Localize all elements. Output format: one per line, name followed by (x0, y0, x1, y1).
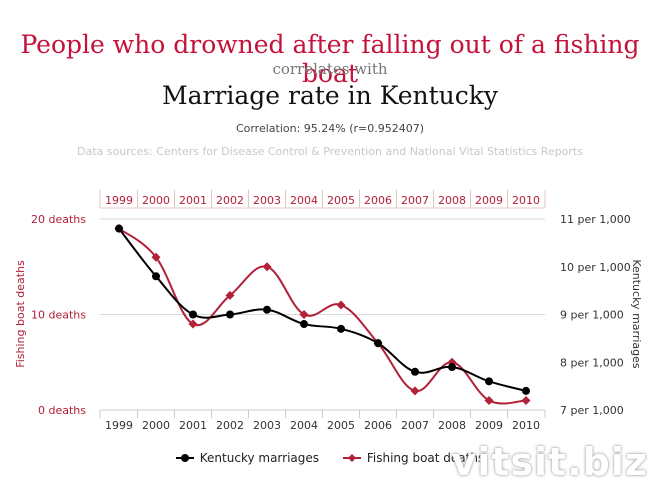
right-axis-tick-label: 9 per 1,000 (560, 309, 624, 322)
data-point-fishing (484, 395, 494, 405)
top-year-label: 2002 (216, 194, 244, 207)
top-year-label: 2004 (290, 194, 318, 207)
data-point-marriages (448, 363, 456, 372)
data-point-fishing (521, 395, 531, 405)
bottom-year-label: 2006 (364, 419, 392, 432)
right-axis-title: Kentucky marriages (630, 259, 643, 369)
data-point-fishing (151, 252, 161, 262)
correlation-text: Correlation: 95.24% (r=0.952407) (235, 122, 425, 135)
top-year-label: 2010 (512, 194, 540, 207)
data-sources-text: Data sources: Centers for Disease Contro… (77, 145, 583, 158)
bottom-year-label: 2004 (290, 419, 318, 432)
bottom-year-label: 2005 (327, 419, 355, 432)
left-axis-tick-label: 0 deaths (38, 404, 86, 417)
data-point-marriages (485, 377, 493, 386)
bottom-year-label: 2010 (512, 419, 540, 432)
top-year-label: 2006 (364, 194, 392, 207)
legend-swatch-fishing (342, 454, 361, 462)
top-year-label: 2000 (142, 194, 170, 207)
bottom-year-label: 1999 (105, 419, 133, 432)
right-axis-tick-label: 8 per 1,000 (560, 356, 624, 369)
legend-item-marriages[interactable]: Kentucky marriages (175, 451, 320, 465)
chart-title: People who drowned after falling out of … (20, 30, 640, 88)
series-line-fishing-boat-deaths (118, 227, 527, 405)
legend-label-marriages: Kentucky marriages (199, 451, 320, 465)
data-point-marriages (300, 320, 308, 329)
right-axis-tick-label: 7 per 1,000 (560, 404, 624, 417)
top-year-label: 2001 (179, 194, 207, 207)
right-axis-tick-label: 11 per 1,000 (560, 213, 631, 226)
legend: Kentucky marriages Fishing boat deaths (0, 451, 660, 466)
data-point-marriages (522, 386, 530, 395)
bottom-year-label: 2008 (438, 419, 466, 432)
data-point-marriages (226, 310, 234, 319)
data-point-fishing (188, 319, 198, 329)
data-point-fishing (410, 386, 420, 396)
left-axis-tick-label: 20 deaths (31, 213, 86, 226)
chart-subtitle: Marriage rate in Kentucky (161, 81, 499, 110)
data-point-marriages (152, 272, 160, 281)
legend-swatch-marriages (175, 454, 194, 462)
top-year-label: 2008 (438, 194, 466, 207)
bottom-year-label: 2000 (142, 419, 170, 432)
correlates-with-text: correlates with (272, 60, 388, 78)
top-year-label: 2009 (475, 194, 503, 207)
top-year-label: 2007 (401, 194, 429, 207)
data-point-marriages (374, 339, 382, 348)
data-point-fishing (336, 300, 346, 310)
data-point-marriages (263, 305, 271, 314)
data-point-marriages (115, 224, 123, 233)
data-point-marriages (411, 367, 419, 376)
left-axis-title: Fishing boat deaths (14, 260, 27, 368)
bottom-year-label: 2003 (253, 419, 281, 432)
top-year-label: 2003 (253, 194, 281, 207)
data-point-marriages (337, 324, 345, 333)
watermark-logo: vitsit.biz (451, 440, 648, 484)
left-axis-tick-label: 10 deaths (31, 309, 86, 322)
data-point-fishing (299, 310, 309, 319)
bottom-year-label: 2001 (179, 419, 207, 432)
right-axis-tick-label: 10 per 1,000 (560, 261, 631, 274)
bottom-year-label: 2002 (216, 419, 244, 432)
bottom-year-label: 2009 (475, 419, 503, 432)
top-year-label: 2005 (327, 194, 355, 207)
data-point-marriages (189, 310, 197, 319)
data-point-fishing (225, 290, 235, 300)
legend-label-fishing: Fishing boat deaths (366, 451, 485, 465)
top-year-label: 1999 (105, 194, 133, 207)
data-point-fishing (262, 262, 272, 272)
legend-item-fishing[interactable]: Fishing boat deaths (342, 451, 485, 465)
bottom-year-label: 2007 (401, 419, 429, 432)
